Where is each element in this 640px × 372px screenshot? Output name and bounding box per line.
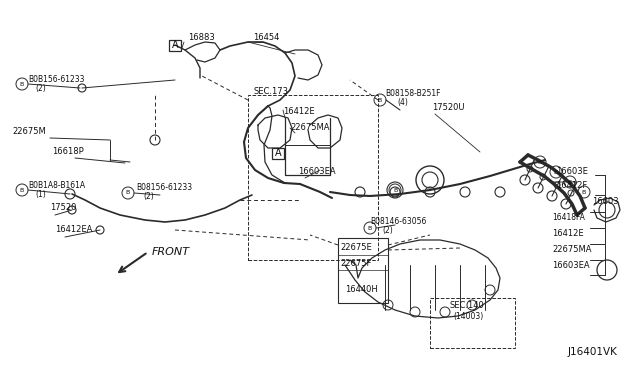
Text: 16603E: 16603E [556, 167, 588, 176]
Text: B08146-63056: B08146-63056 [370, 218, 426, 227]
Text: (14003): (14003) [453, 311, 483, 321]
Bar [272, 148, 284, 158]
Text: 16412E: 16412E [283, 108, 315, 116]
Text: 16883: 16883 [188, 32, 215, 42]
Text: B0B1A8-B161A: B0B1A8-B161A [28, 182, 85, 190]
Text: 16603EA: 16603EA [552, 262, 589, 270]
Text: B: B [538, 160, 542, 164]
Text: 16418FA: 16418FA [552, 214, 585, 222]
Text: B: B [126, 190, 130, 196]
Text: 17520U: 17520U [432, 103, 465, 112]
Text: 22675F: 22675F [340, 259, 371, 267]
Text: 22675MA: 22675MA [552, 244, 591, 253]
Text: 16603: 16603 [592, 198, 619, 206]
Bar [338, 238, 388, 303]
Text: A: A [275, 148, 282, 158]
Text: 16412EA: 16412EA [55, 225, 92, 234]
Text: SEC.140: SEC.140 [450, 301, 484, 310]
Text: B: B [568, 180, 572, 185]
Text: (1): (1) [35, 190, 45, 199]
Text: 16618P: 16618P [52, 148, 84, 157]
Text: 16440H: 16440H [345, 285, 378, 295]
Bar [169, 39, 181, 51]
Text: B: B [20, 187, 24, 192]
Text: B: B [368, 225, 372, 231]
Text: B: B [20, 81, 24, 87]
Text: B0B156-61233: B0B156-61233 [28, 76, 84, 84]
Text: (4): (4) [397, 99, 408, 108]
Text: 22675M: 22675M [12, 128, 45, 137]
Text: B: B [582, 189, 586, 195]
Text: 22675E: 22675E [340, 244, 372, 253]
Bar [248, 95, 378, 260]
Text: (2): (2) [143, 192, 154, 202]
Text: B08156-61233: B08156-61233 [136, 183, 192, 192]
Text: 16454: 16454 [253, 32, 280, 42]
Text: 16412F: 16412F [556, 182, 588, 190]
Text: FRONT: FRONT [152, 247, 190, 257]
Text: 16603EA: 16603EA [298, 167, 335, 176]
Text: SEC.173: SEC.173 [253, 87, 288, 96]
Text: B: B [378, 97, 382, 103]
Text: J16401VK: J16401VK [568, 347, 618, 357]
Text: 22675MA: 22675MA [290, 122, 330, 131]
Text: B: B [393, 187, 397, 192]
Text: (2): (2) [35, 84, 45, 93]
Text: B08158-B251F: B08158-B251F [385, 90, 440, 99]
Text: (2): (2) [382, 227, 393, 235]
Text: 17520: 17520 [50, 203, 76, 212]
Bar [430, 298, 515, 348]
Text: 16412E: 16412E [552, 230, 584, 238]
Text: B: B [554, 170, 558, 174]
Text: A: A [172, 40, 179, 50]
